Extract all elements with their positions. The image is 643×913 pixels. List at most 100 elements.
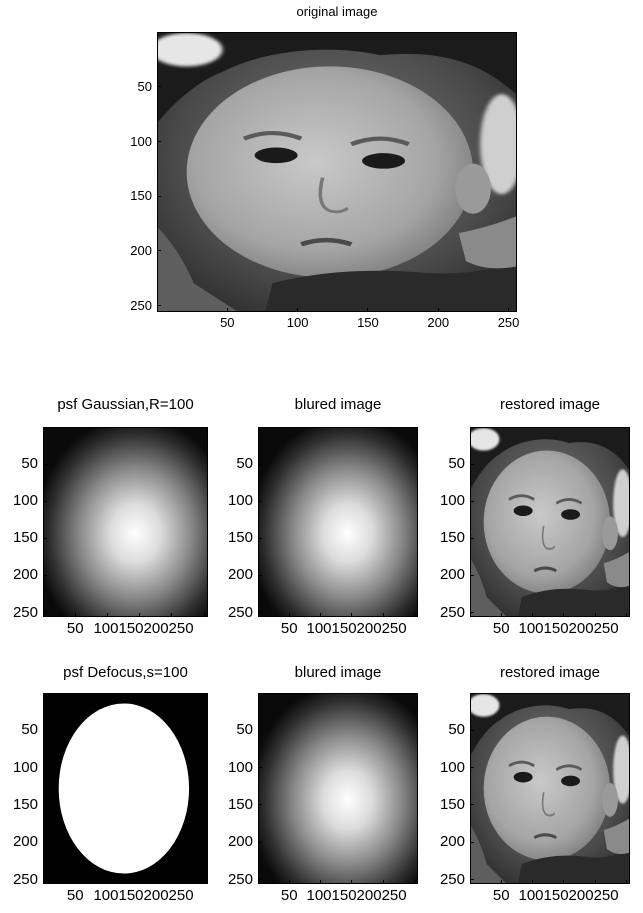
- x-tick-mark: [500, 613, 502, 616]
- y-tick-label: 150: [227, 529, 253, 547]
- y-tick-label: 100: [130, 133, 152, 149]
- right-eye: [561, 775, 581, 787]
- y-tick-mark: [259, 841, 262, 843]
- x-tick-mark: [382, 613, 384, 616]
- y-tick-label: 100: [439, 492, 465, 510]
- y-tick-label: 100: [12, 758, 38, 776]
- image-content: [471, 694, 629, 883]
- blur-field: [259, 694, 417, 883]
- x-tick-mark: [367, 308, 369, 311]
- y-tick-label: 100: [439, 758, 465, 776]
- y-tick-label: 50: [21, 455, 38, 473]
- image-axes: [258, 693, 418, 884]
- y-tick-mark: [471, 537, 474, 539]
- image-content: [44, 694, 207, 883]
- x-tick-mark: [297, 308, 299, 311]
- x-tick-mark: [288, 613, 290, 616]
- blur-field: [44, 428, 207, 616]
- y-tick-mark: [259, 463, 262, 465]
- x-tick-mark: [320, 613, 321, 616]
- y-tick-label: 100: [227, 492, 253, 510]
- x-tick-mark: [74, 613, 76, 616]
- left-eye: [513, 771, 533, 783]
- y-tick-label: 250: [227, 603, 253, 621]
- y-tick-label: 150: [439, 529, 465, 547]
- y-tick-label: 150: [12, 795, 38, 813]
- y-tick-label: 200: [439, 566, 465, 584]
- x-tick-label-run: 100150200250: [518, 620, 619, 637]
- y-tick-mark: [44, 841, 47, 843]
- y-tick-mark: [471, 841, 474, 843]
- subplot-title: restored image: [499, 396, 601, 413]
- face: [483, 716, 611, 861]
- x-tick-mark: [351, 880, 353, 883]
- image-content: [259, 694, 417, 883]
- image-axes: [157, 32, 517, 312]
- y-tick-mark: [259, 537, 262, 539]
- y-tick-mark: [44, 767, 47, 769]
- x-tick-label: 250: [497, 315, 520, 330]
- y-tick-label: 150: [227, 795, 253, 813]
- image-axes: [43, 427, 208, 617]
- y-tick-label: 250: [439, 870, 465, 888]
- y-tick-label: 150: [130, 188, 152, 204]
- y-tick-mark: [158, 86, 161, 88]
- x-tick-label: 200: [427, 315, 450, 330]
- hair: [471, 428, 629, 489]
- right-eye: [362, 153, 406, 169]
- y-tick-mark: [471, 612, 474, 614]
- x-tick-label: 150: [357, 315, 379, 330]
- x-tick-label: 50: [66, 887, 84, 904]
- y-tick-mark: [259, 879, 262, 881]
- image-axes: [470, 693, 630, 884]
- y-tick-label: 250: [12, 870, 38, 888]
- x-tick-mark: [563, 880, 565, 883]
- y-tick-mark: [44, 729, 47, 731]
- x-tick-mark: [139, 613, 141, 616]
- y-tick-mark: [471, 729, 474, 731]
- subplot-title: blured image: [294, 664, 382, 681]
- x-tick-label: 50: [280, 887, 298, 904]
- y-tick-mark: [471, 500, 474, 502]
- y-tick-label: 200: [12, 833, 38, 851]
- x-tick-mark: [203, 880, 205, 883]
- y-tick-label: 50: [448, 721, 465, 739]
- defocus-disk: [58, 703, 190, 874]
- x-tick-mark: [171, 880, 173, 883]
- y-tick-label: 250: [12, 603, 38, 621]
- y-tick-label: 250: [130, 297, 152, 313]
- y-tick-label: 50: [448, 455, 465, 473]
- face: [186, 66, 474, 278]
- x-tick-label-run: 100150200250: [518, 887, 619, 904]
- y-tick-label: 50: [21, 721, 38, 739]
- y-tick-label: 50: [137, 78, 152, 94]
- y-tick-mark: [158, 304, 161, 306]
- subplot-title: blured image: [294, 396, 382, 413]
- x-tick-label: 50: [220, 315, 235, 330]
- image-axes: [43, 693, 208, 884]
- subplot-title: restored image: [499, 664, 601, 681]
- y-tick-label: 150: [12, 529, 38, 547]
- x-tick-mark: [413, 613, 415, 616]
- y-tick-label: 200: [227, 833, 253, 851]
- y-tick-mark: [471, 463, 474, 465]
- x-tick-label-run: 100150200250: [306, 620, 407, 637]
- x-tick-mark: [351, 613, 353, 616]
- clothing: [518, 582, 629, 616]
- x-tick-mark: [139, 880, 141, 883]
- x-tick-mark: [106, 880, 108, 883]
- x-tick-label: 50: [280, 620, 298, 637]
- image-axes: [258, 427, 418, 617]
- y-tick-label: 250: [439, 603, 465, 621]
- y-tick-mark: [44, 463, 47, 465]
- x-tick-label: 100: [286, 315, 309, 330]
- y-tick-mark: [259, 767, 262, 769]
- x-tick-mark: [563, 613, 565, 616]
- y-tick-mark: [44, 879, 47, 881]
- subplot-title: original image: [296, 4, 378, 19]
- y-tick-label: 150: [439, 795, 465, 813]
- x-tick-mark: [203, 613, 205, 616]
- x-tick-mark: [320, 880, 321, 883]
- y-tick-label: 50: [236, 721, 253, 739]
- y-tick-label: 100: [227, 758, 253, 776]
